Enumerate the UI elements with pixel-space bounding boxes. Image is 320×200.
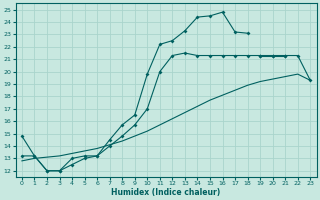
X-axis label: Humidex (Indice chaleur): Humidex (Indice chaleur)	[111, 188, 221, 197]
